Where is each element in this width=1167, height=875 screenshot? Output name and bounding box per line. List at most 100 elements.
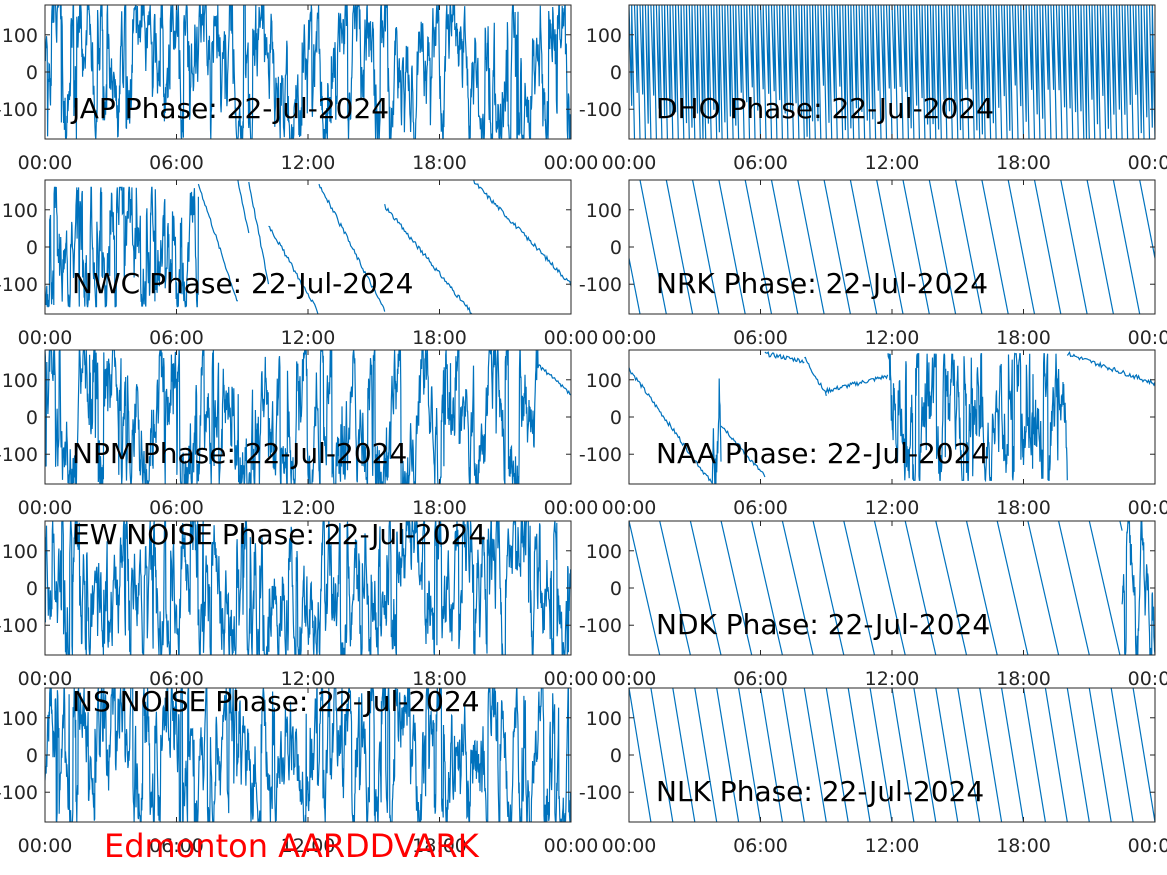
x-tick-label: 18:00 [412, 668, 467, 690]
series-line [677, 5, 685, 139]
series-line [318, 183, 386, 312]
series-line [665, 180, 694, 314]
series-line [1039, 5, 1046, 139]
series-line [1143, 5, 1151, 139]
x-tick-label: 00:00 [544, 497, 599, 519]
series-line [1121, 5, 1129, 139]
y-tick-label: 0 [26, 62, 38, 84]
x-tick-label: 12:00 [281, 327, 336, 349]
x-tick-label: 00:00 [18, 835, 73, 857]
series-line [984, 5, 992, 139]
panel-title: EW NOISE Phase: 22-Jul-2024 [72, 518, 486, 551]
series-line [1094, 5, 1101, 139]
series-line [1086, 180, 1114, 314]
y-tick-label: -100 [0, 615, 38, 637]
series-line [1033, 5, 1041, 139]
series-line-group [45, 180, 571, 314]
panel-title: NDK Phase: 22-Jul-2024 [656, 608, 990, 641]
series-line [384, 203, 473, 314]
series-line [710, 5, 718, 139]
series-line [928, 180, 957, 314]
x-tick-label: 00:00 [544, 835, 599, 857]
x-tick-label: 00:00 [1128, 668, 1167, 690]
series-line [1127, 5, 1134, 139]
series-line-group [629, 688, 1155, 822]
series-line [842, 5, 849, 139]
y-tick-label: 100 [2, 370, 38, 392]
series-line [661, 5, 668, 139]
series-line [1061, 5, 1068, 139]
series-line [996, 521, 1029, 655]
y-tick-label: -100 [0, 782, 38, 804]
y-tick-label: -100 [0, 444, 38, 466]
x-tick-label: 12:00 [281, 835, 336, 857]
series-line [683, 5, 690, 139]
x-tick-label: 12:00 [281, 152, 336, 174]
series-line [1022, 5, 1030, 139]
series-line [45, 688, 571, 822]
y-tick-label: -100 [579, 615, 622, 637]
series-line [718, 180, 746, 314]
x-tick-label: 06:00 [149, 327, 204, 349]
series-line [754, 5, 762, 139]
x-tick-label: 00:00 [602, 668, 657, 690]
series-line [979, 688, 1003, 822]
series-line [924, 5, 931, 139]
series-line [955, 180, 983, 314]
series-line [1001, 5, 1008, 139]
x-tick-label: 00:00 [544, 327, 599, 349]
x-tick-label: 00:00 [1128, 497, 1167, 519]
series-line [732, 5, 740, 139]
x-tick-label: 00:00 [544, 152, 599, 174]
x-tick-label: 12:00 [865, 668, 920, 690]
panel-title: NWC Phase: 22-Jul-2024 [72, 267, 413, 300]
series-line [798, 5, 805, 139]
y-tick-label: 0 [26, 578, 38, 600]
series-line [759, 5, 767, 139]
x-tick-label: 18:00 [412, 152, 467, 174]
series-line [764, 351, 805, 364]
series-line [1083, 5, 1090, 139]
x-tick-label: 06:00 [733, 668, 788, 690]
series-line [1050, 5, 1057, 139]
y-tick-label: 0 [610, 407, 622, 429]
series-line [940, 5, 948, 139]
x-tick-label: 18:00 [996, 668, 1051, 690]
series-line [849, 180, 878, 314]
series-line [45, 5, 571, 139]
series-line [876, 180, 904, 314]
y-tick-label: 0 [610, 745, 622, 767]
series-line [1132, 688, 1155, 822]
x-tick-label: 12:00 [865, 327, 920, 349]
series-line [1139, 180, 1155, 259]
series-line [1088, 5, 1096, 139]
series-line-group [45, 688, 571, 822]
series-line [847, 5, 855, 139]
footer-label: Edmonton AARDDVARK [104, 827, 479, 865]
series-line [781, 688, 805, 822]
series-line [962, 5, 970, 139]
x-tick-label: 00:00 [602, 152, 657, 174]
x-tick-label: 12:00 [865, 152, 920, 174]
series-line [957, 688, 981, 822]
series-line [803, 688, 827, 822]
series-line [1044, 688, 1068, 822]
series-line [45, 186, 199, 308]
x-tick-label: 06:00 [733, 152, 788, 174]
series-line-group [629, 180, 1155, 314]
y-tick-label: 100 [586, 25, 622, 47]
series-line [847, 688, 871, 822]
series-line [1055, 5, 1063, 139]
y-tick-label: -100 [0, 99, 38, 121]
series-line-group [629, 5, 1155, 139]
phase-panel: -100 0 100 00:00 06:00 12:00 18:00 00:00 NS NOIS… [0, 685, 598, 857]
series-line [797, 180, 825, 314]
x-tick-label: 00:00 [18, 152, 73, 174]
series-line [629, 367, 713, 484]
y-tick-label: 0 [26, 407, 38, 429]
series-line [1116, 5, 1123, 139]
x-tick-label: 00:00 [1128, 835, 1167, 857]
series-line [880, 5, 888, 139]
y-tick-label: 0 [26, 237, 38, 259]
y-tick-label: 100 [586, 708, 622, 730]
